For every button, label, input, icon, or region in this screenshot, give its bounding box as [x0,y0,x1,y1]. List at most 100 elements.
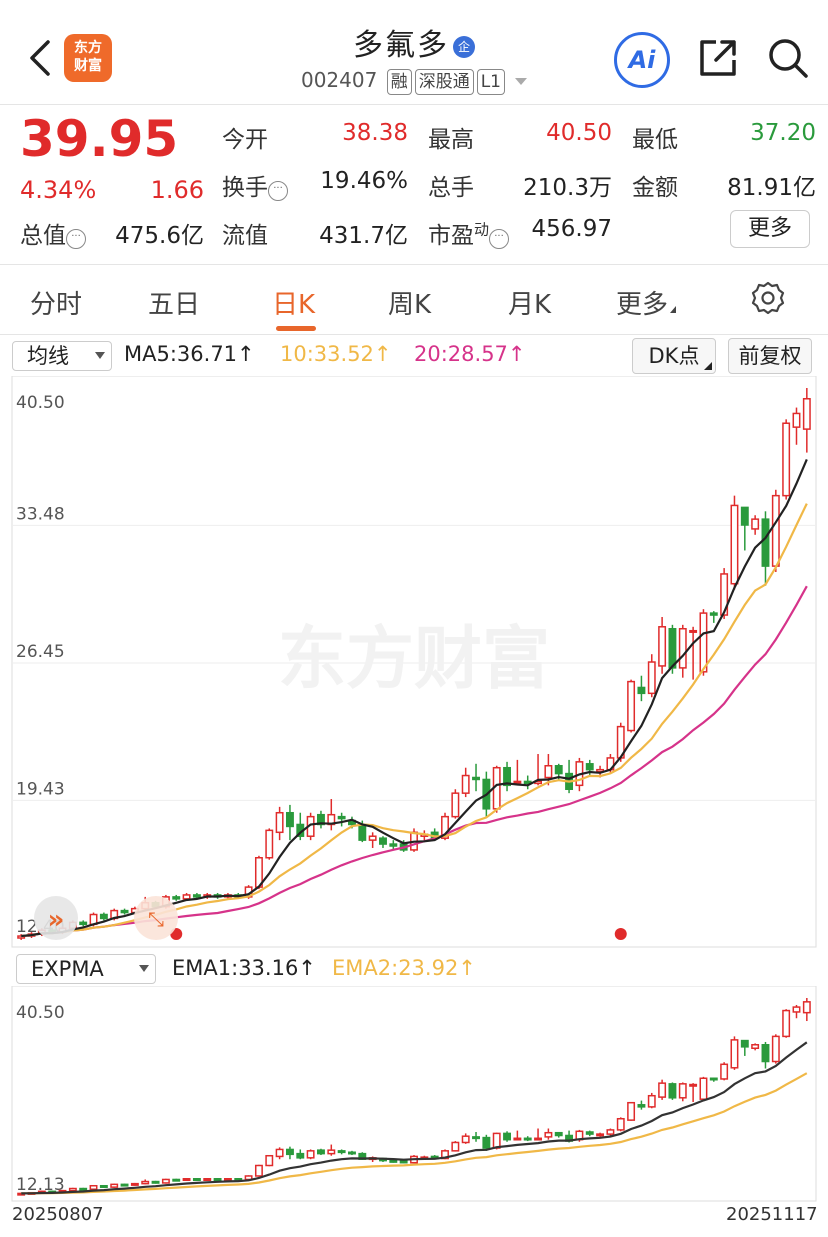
candle [461,1135,470,1144]
candle [730,1039,739,1069]
watermark: 东方财富 [278,620,550,699]
more-info-icon[interactable]: ··· [66,229,86,249]
candle [99,913,108,920]
tab-intraday[interactable]: 分时 [30,290,83,320]
dk-point-button[interactable]: DK点 [632,338,716,374]
candle [389,843,398,847]
chevron-down-icon[interactable] [515,78,527,85]
candle [802,398,811,430]
candle [192,1178,201,1182]
change-percent: 4.34% [20,176,97,204]
candle [161,1178,170,1184]
y-axis-label: 12.13 [16,1175,65,1195]
more-info-icon[interactable]: ··· [268,181,288,201]
pe-label: 市盈动 ··· [428,216,510,250]
candle [761,1044,770,1063]
app-logo[interactable]: 东方 财富 [64,34,112,82]
candle [99,1184,108,1188]
candle [472,1136,480,1140]
candle [213,1178,222,1182]
candle [771,1035,780,1063]
chart-frame [11,986,817,1202]
candle [668,627,677,669]
candle [379,837,387,845]
ai-assistant-button[interactable]: Ai [614,32,670,88]
turnover-label: 换手 ··· [222,168,288,202]
candle [89,1184,98,1190]
expma-chart[interactable]: 40.50 12.13 [0,986,828,1202]
search-icon[interactable] [766,36,810,80]
candle [689,1083,698,1087]
tab-five-day[interactable]: 五日 [148,290,201,320]
tag-connect: 深股通 [414,69,474,95]
back-arrow-icon[interactable] [22,36,62,80]
candle [596,1133,605,1137]
expand-button[interactable] [134,896,178,940]
candle [637,1104,646,1108]
tab-monthly-k[interactable]: 月K [508,290,552,320]
candle [110,1183,119,1188]
candle [151,1180,160,1184]
tab-daily-k[interactable]: 日K [272,290,316,320]
change-amount: 1.66 [150,176,204,204]
share-icon[interactable] [696,36,740,80]
high-value: 40.50 [546,120,612,146]
more-info-icon[interactable]: ··· [489,229,510,249]
candle [720,1063,729,1080]
candle [120,909,129,914]
ma10-label: 10:33.52↑ [280,342,392,366]
candle [585,763,594,771]
more-quote-button[interactable]: 更多 [730,210,810,248]
stock-code: 002407 [300,68,378,92]
tabs-divider [0,334,828,335]
pe-value: 456.97 [531,216,612,242]
candle [141,1180,150,1185]
candle [761,518,770,567]
open-label: 今开 [222,127,268,153]
candle [740,506,749,526]
adjust-mode-button[interactable]: 前复权 [728,338,812,374]
candle [172,1178,181,1182]
candle [275,1148,284,1158]
candle [172,896,181,900]
candle [554,765,563,775]
gear-icon[interactable] [750,280,786,316]
period-tabs: 分时 五日 日K 周K 月K 更多 [0,266,828,336]
tab-more-label: 更多 [616,290,669,320]
candle [637,686,646,695]
tag-level: L1 [476,69,505,95]
candle [792,412,801,428]
logo-text-line1: 东方 [74,40,102,56]
open-value: 38.38 [342,120,408,146]
corner-triangle-icon [704,362,712,370]
candle [740,1039,749,1048]
stock-meta[interactable]: 002407 融深股通 L1 [0,68,828,95]
candle [389,1159,398,1163]
ma-indicator-select[interactable]: 均线 [12,341,112,371]
candle [720,573,729,616]
high-label: 最高 [428,127,474,153]
candle [182,1178,191,1182]
candle [451,1141,460,1152]
candle [254,1164,263,1177]
candle [678,627,687,669]
candle [544,765,553,779]
volume-value: 210.3万 [523,175,612,201]
tab-weekly-k[interactable]: 周K [388,290,432,320]
y-axis-label: 40.50 [16,1003,65,1023]
ma5-label: MA5:36.71↑ [124,342,255,366]
stock-title: 多氟多企 [0,20,828,64]
candle [285,1148,294,1156]
candle [709,612,718,616]
ma20-label: 20:28.57↑ [414,342,526,366]
expma-indicator-select[interactable]: EXPMA [16,954,156,984]
candle [523,1137,532,1141]
collapse-button[interactable] [34,896,78,940]
quote-divider [0,264,828,265]
tab-more[interactable]: 更多 [616,284,677,321]
end-date-label: 20251117 [726,1204,818,1225]
header-divider [0,104,828,105]
amount-value: 81.91亿 [727,175,816,201]
candle [792,1006,801,1013]
